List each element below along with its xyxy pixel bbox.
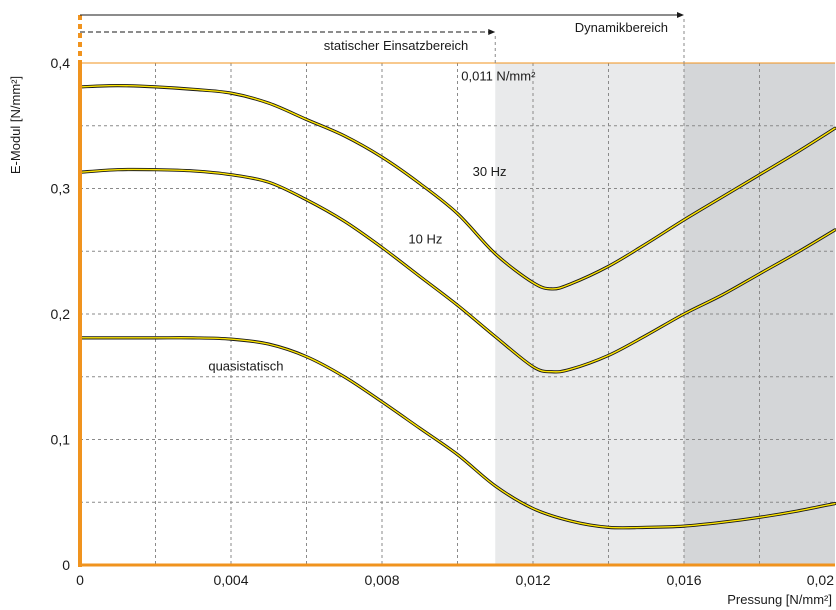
y-tick-label: 0,1 xyxy=(51,432,71,448)
x-tick-label: 0,004 xyxy=(213,572,248,588)
series-line-quasistatisch xyxy=(79,337,836,529)
curve-label-30-hz: 30 Hz xyxy=(473,164,507,179)
range-arrowhead-dynamikbereich xyxy=(677,12,684,18)
range-label-dynamikbereich: Dynamikbereich xyxy=(575,20,668,35)
x-axis-title: Pressung [N/mm²] xyxy=(727,592,832,607)
region-band-2 xyxy=(495,63,684,565)
curve-label-quasistatisch: quasistatisch xyxy=(208,358,283,373)
y-tick-label: 0,3 xyxy=(51,181,71,197)
curve-label-10-hz: 10 Hz xyxy=(408,232,442,247)
y-tick-label: 0 xyxy=(62,557,70,573)
range-label-statischer-einsatzbereich: statischer Einsatzbereich xyxy=(324,38,469,53)
x-tick-label: 0,016 xyxy=(666,572,701,588)
series-line-10-hz xyxy=(79,168,836,373)
y-tick-label: 0,4 xyxy=(51,55,71,71)
region-band-1 xyxy=(80,63,496,565)
range-arrowhead-statischer-einsatzbereich xyxy=(488,29,496,35)
x-tick-label: 0 xyxy=(76,572,84,588)
x-tick-label: 0,008 xyxy=(364,572,399,588)
y-tick-label: 0,2 xyxy=(51,306,71,322)
series-line-30-hz xyxy=(79,84,836,290)
x-tick-label: 0,02 xyxy=(807,572,834,588)
x-tick-label: 0,012 xyxy=(515,572,550,588)
annotation-boundary-label: 0,011 N/mm² xyxy=(461,69,536,84)
y-axis-title: E-Modul [N/mm²] xyxy=(8,76,23,174)
